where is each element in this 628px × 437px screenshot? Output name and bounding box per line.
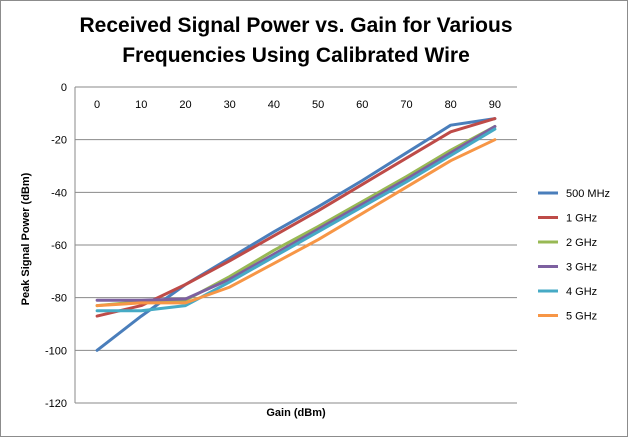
series-line [95, 125, 497, 302]
x-tick-label: 80 [445, 99, 457, 111]
legend-label: 4 GHz [566, 286, 597, 298]
legend-label: 3 GHz [566, 262, 597, 274]
legend-label: 1 GHz [566, 213, 597, 225]
x-tick-label: 30 [224, 99, 236, 111]
chart-title-line-2: Frequencies Using Calibrated Wire [122, 44, 470, 67]
legend-label: 5 GHz [566, 311, 597, 323]
x-tick-label: 10 [135, 99, 147, 111]
y-tick-label: -20 [51, 135, 67, 147]
y-tick-label: -40 [51, 187, 67, 199]
x-tick-label: 60 [356, 99, 368, 111]
legend-label: 2 GHz [566, 237, 597, 249]
x-tick-label: 40 [268, 99, 280, 111]
x-axis-title: Gain (dBm) [266, 407, 326, 419]
y-tick-label: -120 [45, 398, 67, 410]
y-tick-label: -100 [45, 345, 67, 357]
x-tick-label: 50 [312, 99, 324, 111]
x-tick-label: 90 [489, 99, 501, 111]
series-line [95, 117, 497, 318]
x-tick-label: 70 [400, 99, 412, 111]
series-line [95, 127, 497, 313]
y-tick-label: -60 [51, 240, 67, 252]
chart-title: Received Signal Power vs. Gain for Vario… [1, 11, 591, 71]
y-axis-title: Peak Signal Power (dBm) [20, 172, 32, 305]
chart-title-line-1: Received Signal Power vs. Gain for Vario… [79, 14, 513, 37]
series-line [95, 117, 497, 352]
y-tick-label: 0 [61, 82, 67, 94]
legend-label: 500 MHz [566, 188, 610, 200]
series-line [95, 138, 497, 308]
x-tick-label: 0 [94, 99, 100, 111]
x-tick-label: 20 [179, 99, 191, 111]
series-line [95, 125, 497, 308]
y-tick-label: -80 [51, 293, 67, 305]
